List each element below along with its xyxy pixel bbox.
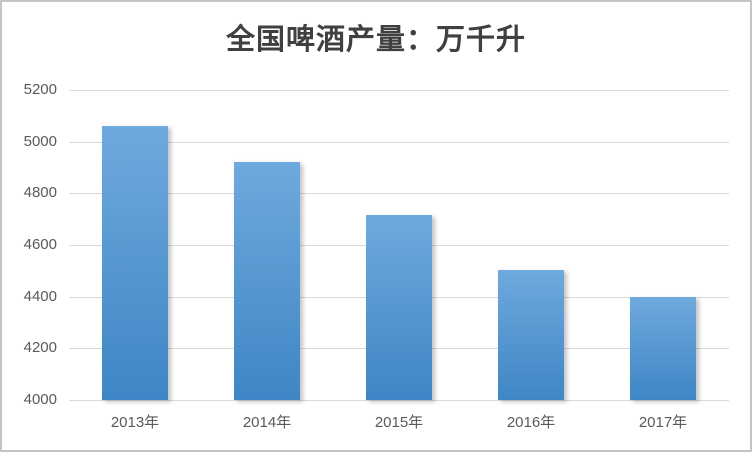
gridline-4000: [69, 400, 729, 401]
y-tick-label-4600: 4600: [23, 236, 57, 253]
bar-2014年: [234, 162, 300, 400]
y-tick-label-4000: 4000: [23, 391, 57, 408]
gridline-5000: [69, 141, 729, 143]
x-tick-label-2013年: 2013年: [110, 414, 160, 431]
y-tick-label-4400: 4400: [23, 287, 57, 305]
bar-2013年: [102, 126, 168, 400]
bar-2016年: [498, 269, 564, 400]
chart-title: 全国啤酒产量：万千升: [225, 24, 526, 56]
x-axis-labels: 2013年 2014年 2015年 2016年 2017年: [69, 410, 729, 436]
bar-2017年: [630, 296, 696, 400]
x-tick-label-2015年: 2015年: [374, 414, 424, 431]
y-axis-labels: 5200 5000 4800 4600 4400 4200 4000: [2, 81, 57, 408]
bar-2015年: [366, 215, 432, 400]
gridline-4800: [69, 193, 729, 195]
x-tick-label-2016年: 2016年: [506, 414, 556, 431]
x-tick-label-2017年: 2017年: [638, 414, 688, 431]
y-tick-label-5000: 5000: [23, 132, 57, 150]
gridline-5200: [69, 90, 729, 91]
y-tick-label-5200: 5200: [23, 81, 57, 98]
y-tick-label-4200: 4200: [23, 339, 57, 357]
y-tick-label-4800: 4800: [23, 184, 57, 202]
plot-area: [69, 90, 729, 401]
x-tick-label-2014年: 2014年: [242, 414, 292, 431]
